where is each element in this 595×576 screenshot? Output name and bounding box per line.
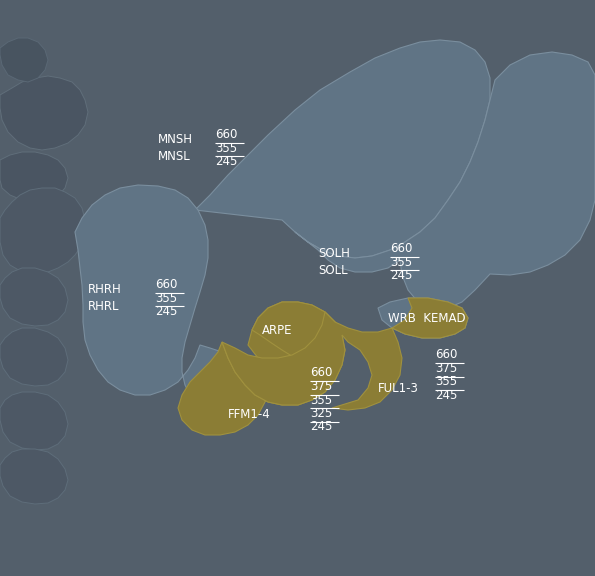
Text: FFM1-4: FFM1-4 — [228, 408, 271, 422]
Polygon shape — [0, 268, 68, 326]
Text: SOLH
SOLL: SOLH SOLL — [318, 247, 350, 277]
Polygon shape — [0, 328, 68, 386]
Text: 355: 355 — [390, 256, 412, 268]
Text: ARPE: ARPE — [262, 324, 293, 336]
Text: RHRH
RHRL: RHRH RHRL — [88, 283, 122, 313]
Polygon shape — [0, 152, 68, 202]
Text: 245: 245 — [215, 155, 237, 168]
Polygon shape — [0, 449, 68, 504]
Text: WRB  KEMAD: WRB KEMAD — [388, 312, 466, 324]
Text: 375: 375 — [310, 380, 332, 393]
Text: 355: 355 — [155, 291, 177, 305]
Text: 245: 245 — [390, 269, 412, 282]
Polygon shape — [0, 392, 68, 450]
Text: 355: 355 — [435, 375, 457, 388]
Text: 660: 660 — [435, 348, 458, 361]
Text: 660: 660 — [215, 128, 237, 141]
Polygon shape — [222, 298, 468, 410]
Polygon shape — [0, 38, 48, 82]
Polygon shape — [378, 298, 468, 338]
Text: FUL1-3: FUL1-3 — [378, 381, 419, 395]
Text: 355: 355 — [215, 142, 237, 154]
Polygon shape — [0, 76, 88, 150]
Text: 660: 660 — [310, 366, 333, 380]
Polygon shape — [252, 302, 342, 362]
Text: 375: 375 — [435, 362, 457, 375]
Text: 325: 325 — [310, 407, 332, 420]
Text: 245: 245 — [435, 389, 458, 401]
Text: 660: 660 — [155, 278, 177, 291]
Text: 355: 355 — [310, 393, 332, 407]
Text: 245: 245 — [155, 305, 177, 318]
Polygon shape — [195, 40, 490, 258]
Text: 660: 660 — [390, 242, 412, 255]
Polygon shape — [178, 302, 345, 435]
Text: 245: 245 — [310, 420, 333, 434]
Polygon shape — [295, 52, 595, 308]
Text: MNSH
MNSL: MNSH MNSL — [158, 133, 193, 163]
Polygon shape — [75, 185, 262, 412]
Polygon shape — [0, 188, 85, 274]
